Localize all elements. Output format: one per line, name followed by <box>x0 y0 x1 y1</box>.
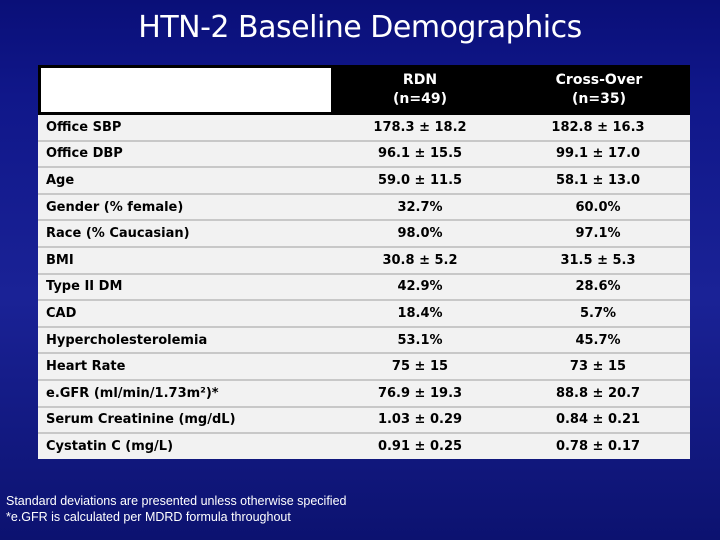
table-row: Race (% Caucasian) 98.0% 97.1% <box>38 219 690 246</box>
cross-over-value: 45.7% <box>575 332 621 348</box>
cross-over-value: 0.78 ± 0.17 <box>555 438 641 454</box>
row-label: e.GFR (ml/min/1.73m²)* <box>46 385 219 401</box>
rdn-value: 53.1% <box>397 332 443 348</box>
demographics-table: RDN (n=49) Cross-Over (n=35) Office SBP 1… <box>38 65 690 459</box>
row-label: Heart Rate <box>46 359 126 375</box>
cross-over-value: 182.8 ± 16.3 <box>551 119 645 135</box>
rdn-value: 59.0 ± 11.5 <box>377 172 463 188</box>
table-row: e.GFR (ml/min/1.73m²)* 76.9 ± 19.3 88.8 ± … <box>38 378 690 406</box>
header-blank-cell <box>41 68 331 112</box>
footnotes: Standard deviations are presented unless… <box>6 493 347 525</box>
row-label: Cystatin C (mg/L) <box>46 438 174 454</box>
table-row: Type II DM 42.9% 28.6% <box>38 272 690 300</box>
row-label: Gender (% female) <box>46 199 184 215</box>
rdn-value: 30.8 ± 5.2 <box>382 252 458 268</box>
rdn-value: 32.7% <box>397 199 443 215</box>
table-row: Cystatin C (mg/L) 0.91 ± 0.25 0.78 ± 0.17 <box>38 432 690 459</box>
row-label: Type II DM <box>46 279 123 295</box>
table-row: Gender (% female) 32.7% 60.0% <box>38 192 690 220</box>
cross-over-value: 0.84 ± 0.21 <box>555 412 641 428</box>
cross-over-value: 31.5 ± 5.3 <box>560 252 636 268</box>
cross-over-value: 88.8 ± 20.7 <box>555 385 641 401</box>
rdn-value: 0.91 ± 0.25 <box>377 438 463 454</box>
row-label: Serum Creatinine (mg/dL) <box>46 412 236 428</box>
cross-over-value: 58.1 ± 13.0 <box>555 172 641 188</box>
table-row: BMI 30.8 ± 5.2 31.5 ± 5.3 <box>38 245 690 273</box>
row-label: Age <box>46 172 75 188</box>
table-header: RDN (n=49) Cross-Over (n=35) <box>38 65 690 115</box>
slide-title: HTN-2 Baseline Demographics <box>138 10 582 45</box>
footnote-sd: Standard deviations are presented unless… <box>6 494 347 508</box>
cross-over-value: 73 ± 15 <box>569 359 627 375</box>
footnote-egfr: *e.GFR is calculated per MDRD formula th… <box>6 510 291 524</box>
rdn-value: 76.9 ± 19.3 <box>377 385 463 401</box>
row-label: Hypercholesterolemia <box>46 332 208 348</box>
table-row: CAD 18.4% 5.7% <box>38 299 690 326</box>
rdn-value: 75 ± 15 <box>391 359 449 375</box>
row-label: BMI <box>46 252 74 268</box>
cross-over-value: 28.6% <box>575 279 621 295</box>
rdn-value: 1.03 ± 0.29 <box>377 412 463 428</box>
table-body: Office SBP 178.3 ± 18.2 182.8 ± 16.3 Office… <box>38 115 690 459</box>
cross-over-value: 5.7% <box>579 305 617 321</box>
cross-over-value: 97.1% <box>575 226 621 242</box>
table-row: Hypercholesterolemia 53.1% 45.7% <box>38 325 690 353</box>
table-row: Age 59.0 ± 11.5 58.1 ± 13.0 <box>38 166 690 193</box>
table-row: Office SBP 178.3 ± 18.2 182.8 ± 16.3 <box>38 115 690 140</box>
header-cross-over: Cross-Over (n=35) <box>555 72 643 107</box>
rdn-value: 98.0% <box>397 226 443 242</box>
row-label: Office DBP <box>46 146 123 162</box>
cross-over-value: 60.0% <box>575 199 621 215</box>
header-rdn: RDN (n=49) <box>393 72 447 107</box>
table-row: Office DBP 96.1 ± 15.5 99.1 ± 17.0 <box>38 139 690 167</box>
table-row: Heart Rate 75 ± 15 73 ± 15 <box>38 352 690 379</box>
row-label: Race (% Caucasian) <box>46 226 190 242</box>
rdn-value: 42.9% <box>397 279 443 295</box>
rdn-value: 96.1 ± 15.5 <box>377 146 463 162</box>
rdn-value: 18.4% <box>397 305 443 321</box>
table-row: Serum Creatinine (mg/dL) 1.03 ± 0.29 0.84 … <box>38 405 690 433</box>
rdn-value: 178.3 ± 18.2 <box>373 119 467 135</box>
cross-over-value: 99.1 ± 17.0 <box>555 146 641 162</box>
row-label: Office SBP <box>46 119 122 135</box>
row-label: CAD <box>46 305 77 321</box>
